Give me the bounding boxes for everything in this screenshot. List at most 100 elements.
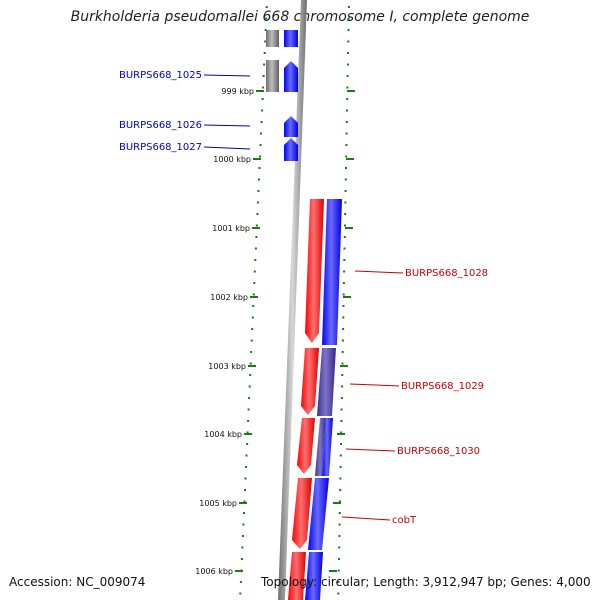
ruler-dot (243, 512, 245, 514)
ruler-tick (347, 90, 355, 92)
ruler-tick (343, 296, 351, 298)
ruler-dot (347, 29, 350, 31)
ruler-dot (342, 328, 345, 330)
ruler-dot (337, 592, 340, 595)
ruler-dot (258, 178, 260, 181)
gene-feature (322, 418, 333, 476)
ruler-dot (339, 500, 341, 503)
gene-feature-cobt (292, 478, 312, 549)
ruler-dot (344, 190, 347, 192)
ruler-dot (259, 144, 262, 146)
ruler-tick (252, 227, 260, 229)
ruler-dot (341, 374, 344, 376)
ruler-dot (253, 270, 256, 273)
ruler-dot (241, 546, 244, 549)
ruler-dot (248, 385, 251, 388)
ruler-dot (340, 408, 343, 411)
ruler-dot (265, 6, 268, 8)
gene-feature (288, 552, 306, 600)
gene-labels: BURPS668_1025 BURPS668_1026 BURPS668_1027 B… (119, 70, 488, 526)
ruler-tick-label: 1003 kbp (208, 362, 246, 371)
ruler-track (239, 6, 350, 595)
leader-line-cobt (341, 516, 391, 521)
ruler-dot (245, 454, 248, 457)
ruler-dot (248, 397, 251, 399)
ruler-dot (342, 282, 345, 284)
ruler-dot (342, 305, 345, 307)
ruler-dot (347, 52, 350, 54)
ruler-dot (338, 558, 340, 560)
gene-feature (308, 478, 329, 550)
gene-feature-purple (317, 348, 336, 416)
ruler-dot (347, 6, 350, 8)
ruler-tick-label: 1001 kbp (212, 224, 250, 233)
ruler-dot (256, 201, 259, 204)
ruler-dot (341, 351, 344, 353)
ruler-dot (337, 581, 340, 583)
ruler-dot (338, 546, 341, 549)
gene-feature-burps668-1028 (305, 199, 324, 343)
ruler-dot (341, 362, 344, 365)
ruler-tick-label: 1000 kbp (213, 155, 251, 164)
ruler-tick (235, 570, 243, 572)
ruler-dot (264, 40, 267, 43)
ruler-tick (248, 365, 256, 367)
ruler-tick (333, 502, 341, 504)
ruler-dot (262, 75, 265, 77)
ruler-dot (244, 489, 246, 491)
leader-line-burps668-1026 (203, 124, 251, 127)
gene-label-burps668-1026[interactable]: BURPS668_1026 (119, 120, 202, 131)
ruler-dot (252, 305, 255, 307)
ruler-dot (244, 477, 247, 480)
ruler-dot (254, 247, 257, 250)
gene-label-burps668-1029[interactable]: BURPS668_1029 (401, 381, 484, 392)
ruler-dot (344, 213, 347, 215)
ruler-dot (346, 63, 349, 66)
ruler-dot (265, 17, 268, 20)
ruler-dot (255, 236, 258, 238)
reverse-strand-features (288, 199, 342, 600)
ruler-dot (340, 443, 342, 445)
ruler-dot (240, 558, 243, 560)
ruler-dot (261, 109, 264, 112)
gene-feature (305, 552, 323, 600)
gene-feature-burps668-1026 (284, 116, 298, 137)
ruler-dot (243, 500, 246, 503)
ruler-dot (258, 167, 261, 169)
leader-line-burps668-1029 (349, 383, 400, 387)
ruler-dot (346, 98, 349, 100)
ruler-tick (329, 570, 337, 572)
gene-feature-burps668-1025 (284, 61, 298, 92)
gene-label-burps668-1030[interactable]: BURPS668_1030 (397, 446, 480, 457)
ruler-dot (341, 385, 344, 388)
ruler-dot (346, 86, 349, 89)
ruler-dot (339, 477, 342, 480)
ruler-dot (254, 259, 257, 261)
gene-feature (322, 199, 342, 345)
gene-label-burps668-1025[interactable]: BURPS668_1025 (119, 70, 202, 81)
ruler-dot (344, 201, 347, 204)
ruler-tick (346, 158, 354, 160)
ruler-dot (346, 109, 348, 112)
ruler-dot (250, 339, 253, 342)
ruler-dot (339, 454, 342, 457)
gene-label-burps668-1028[interactable]: BURPS668_1028 (405, 268, 488, 279)
ruler-dot (340, 397, 343, 399)
ruler-dot (260, 121, 263, 123)
gene-label-burps668-1027[interactable]: BURPS668_1027 (119, 142, 202, 153)
ruler-tick-label: 1006 kbp (195, 567, 233, 576)
ruler-dot (340, 420, 343, 422)
leader-line-burps668-1027 (203, 146, 251, 150)
ruler-dot (256, 213, 259, 215)
ruler-dot (347, 40, 350, 43)
ruler-dot (260, 132, 262, 135)
ruler-dot (341, 339, 344, 342)
ruler-tick (250, 296, 258, 298)
ruler-dot (242, 523, 245, 526)
ruler-dot (255, 224, 258, 227)
gene-label-cobt[interactable]: cobT (392, 515, 417, 526)
leader-line-burps668-1028 (354, 270, 404, 274)
ruler-ticks: 999 kbp 1000 kbp 1001 kbp 1002 kbp 1003 kbp 1… (195, 87, 355, 576)
ruler-tick (253, 158, 261, 160)
gene-feature-burps668-1030 (297, 418, 315, 474)
